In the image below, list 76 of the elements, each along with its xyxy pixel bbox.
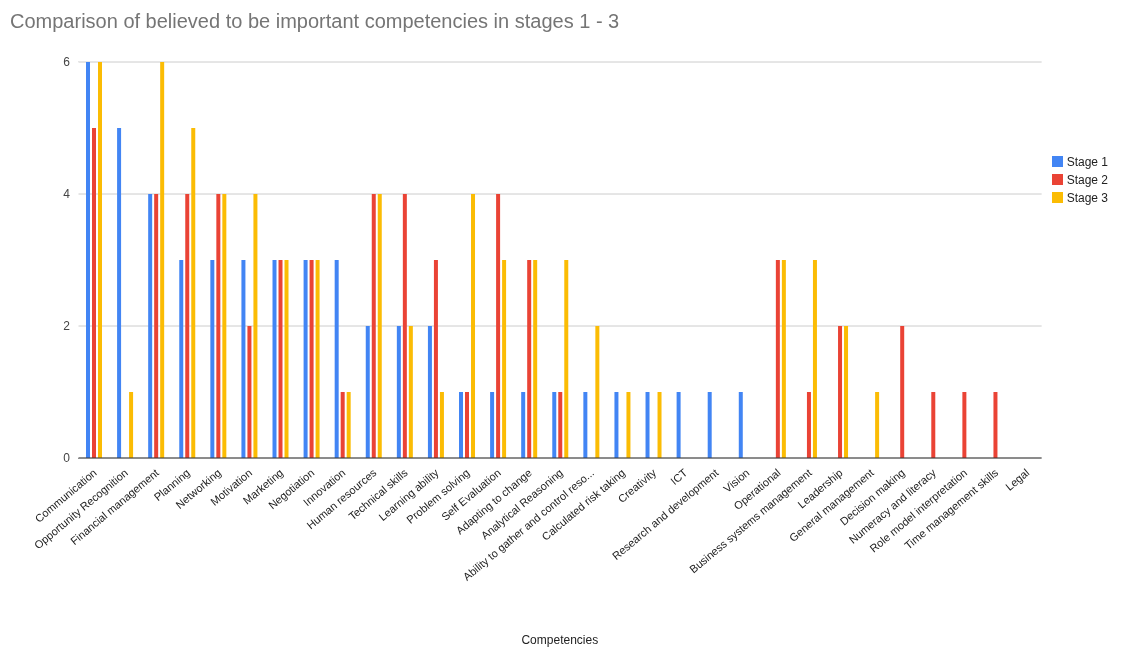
bar	[775, 260, 780, 458]
bar	[129, 392, 134, 458]
bar	[185, 194, 190, 458]
bar	[676, 392, 681, 458]
bar	[459, 392, 464, 458]
bar	[564, 260, 569, 458]
y-tick-label: 6	[63, 55, 71, 70]
bar	[838, 326, 843, 458]
bar	[738, 392, 743, 458]
bar	[365, 326, 370, 458]
bar	[92, 128, 96, 458]
bar	[962, 392, 967, 458]
bar	[707, 392, 712, 458]
bar	[502, 260, 507, 458]
bar	[552, 392, 557, 458]
bar	[210, 260, 215, 458]
bar	[781, 260, 786, 458]
bar	[216, 194, 221, 458]
chart-title: Comparison of believed to be important competencies in stages 1 - 3	[9, 9, 621, 34]
bar	[812, 260, 817, 458]
bar	[558, 392, 563, 458]
bar	[303, 260, 308, 458]
legend-label: Stage 3	[1066, 191, 1108, 205]
bar	[595, 326, 600, 458]
legend-label: Stage 1	[1066, 155, 1108, 169]
bar	[241, 260, 246, 458]
bar	[408, 326, 413, 458]
bar	[154, 194, 159, 458]
bar	[471, 194, 476, 458]
bar	[583, 392, 588, 458]
bar	[900, 326, 905, 458]
bar	[844, 326, 849, 458]
bar	[278, 260, 283, 458]
y-tick-label: 0	[63, 451, 71, 466]
bar	[340, 392, 345, 458]
bar	[614, 392, 619, 458]
bar	[86, 62, 90, 458]
bar	[433, 260, 438, 458]
bar	[875, 392, 880, 458]
bar	[247, 326, 252, 458]
bar	[272, 260, 277, 458]
bar	[371, 194, 376, 458]
bar	[148, 194, 153, 458]
x-axis-title: Competencies	[521, 633, 599, 647]
bar	[160, 62, 165, 458]
bar	[253, 194, 258, 458]
bar	[527, 260, 532, 458]
bar	[427, 326, 432, 458]
bar	[490, 392, 495, 458]
bar	[402, 194, 407, 458]
bar	[396, 326, 401, 458]
bar	[521, 392, 526, 458]
bar	[465, 392, 470, 458]
bar	[334, 260, 339, 458]
bar	[645, 392, 650, 458]
bar	[222, 194, 227, 458]
y-tick-label: 2	[63, 319, 71, 334]
bar	[993, 392, 998, 458]
y-tick-label: 4	[63, 187, 71, 202]
bar	[377, 194, 382, 458]
bar	[657, 392, 662, 458]
bar	[117, 128, 122, 458]
bar	[309, 260, 314, 458]
bar	[315, 260, 320, 458]
bar	[179, 260, 184, 458]
bar	[931, 392, 936, 458]
bar	[98, 62, 102, 458]
bar	[439, 392, 444, 458]
bar	[533, 260, 538, 458]
bar	[806, 392, 811, 458]
bar	[496, 194, 501, 458]
bar	[626, 392, 631, 458]
legend-label: Stage 2	[1066, 173, 1108, 187]
bar	[284, 260, 289, 458]
bar	[191, 128, 196, 458]
bar	[346, 392, 351, 458]
